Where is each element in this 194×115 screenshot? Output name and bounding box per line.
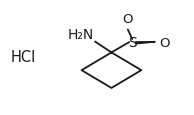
Text: HCl: HCl [10,50,36,65]
Text: S: S [128,35,137,49]
Text: O: O [123,13,133,26]
Text: O: O [159,37,170,50]
Text: H₂N: H₂N [68,28,94,42]
